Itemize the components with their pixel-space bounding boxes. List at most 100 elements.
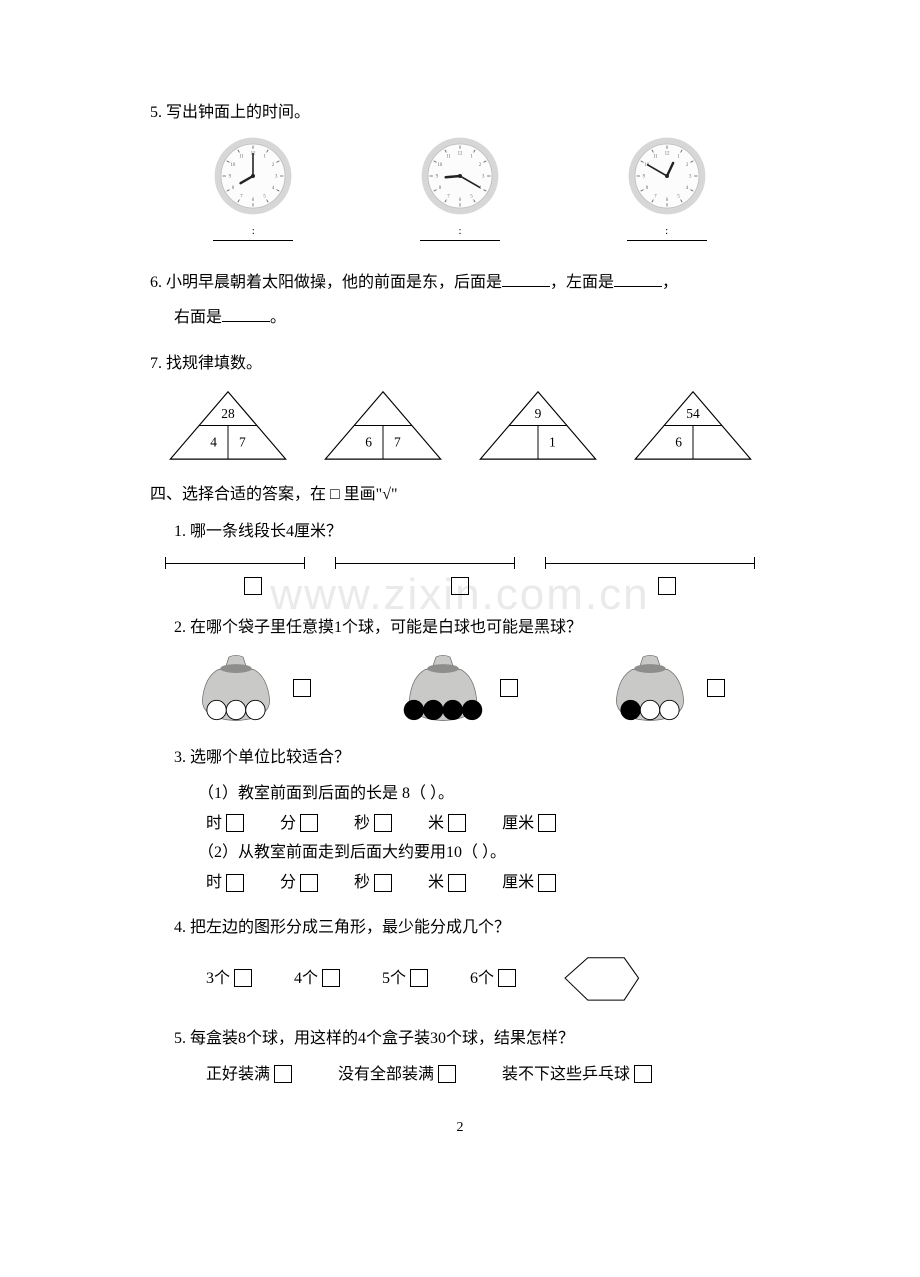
clock-2: 121234567891011 — [420, 136, 500, 216]
q7-label: 7. 找规律填数。 — [150, 351, 770, 377]
line-seg-2 — [335, 555, 515, 571]
s4q4-check-2[interactable] — [322, 969, 340, 987]
svg-text:11: 11 — [653, 154, 658, 159]
s4q4-check-1[interactable] — [234, 969, 252, 987]
s4q4-row: 3个 4个 5个 6个 — [206, 951, 770, 1006]
triangle-2: 67 — [318, 387, 448, 462]
svg-text:10: 10 — [437, 163, 442, 168]
svg-text:54: 54 — [686, 405, 700, 420]
svg-text:11: 11 — [446, 154, 451, 159]
s4q3-sub1-options: 时 分 秒 米 厘米 — [206, 811, 770, 837]
q6-line2-prefix: 右面是 — [174, 309, 222, 326]
s4q5-check-3[interactable] — [634, 1065, 652, 1083]
s4q3b-check-2[interactable] — [300, 874, 318, 892]
q6-line1: 6. 小明早晨朝着太阳做操，他的前面是东，后面是，左面是， — [150, 270, 770, 296]
q6-tail: 。 — [270, 309, 286, 326]
bag-3 — [605, 650, 695, 725]
clock-2-answer — [420, 240, 500, 241]
question-7: 7. 找规律填数。 2847 67 91 54 6 — [150, 351, 770, 462]
q6-blank-3 — [222, 306, 270, 322]
svg-text:1: 1 — [549, 434, 556, 449]
s4q3a-check-3[interactable] — [374, 814, 392, 832]
opt-label: 米 — [428, 811, 444, 837]
clock-item-3: 121234567891011 — [627, 136, 707, 250]
s4q2-label: 2. 在哪个袋子里任意摸1个球，可能是白球也可能是黑球？ — [150, 615, 770, 641]
opt-label: 时 — [206, 811, 222, 837]
opt-label: 6个 — [470, 966, 494, 992]
s4q1-label: 1. 哪一条线段长4厘米？ — [150, 519, 770, 545]
line-seg-1 — [165, 555, 305, 571]
svg-text:12: 12 — [458, 151, 463, 156]
opt-label: 厘米 — [502, 811, 534, 837]
bag-item-2 — [398, 650, 522, 725]
bag-2 — [398, 650, 488, 725]
line-seg-3 — [545, 555, 755, 571]
opt-label: 秒 — [354, 870, 370, 896]
opt-label: 正好装满 — [206, 1062, 270, 1088]
opt-label: 米 — [428, 870, 444, 896]
s4q2-check-3[interactable] — [707, 679, 725, 697]
s4q4-check-4[interactable] — [498, 969, 516, 987]
opt-label: 4个 — [294, 966, 318, 992]
s4q5-row: 正好装满 没有全部装满 装不下这些乒乓球 — [206, 1062, 770, 1088]
q6-blank-2 — [614, 271, 662, 287]
s4q3a-check-5[interactable] — [538, 814, 556, 832]
s4q3-label: 3. 选哪个单位比较适合？ — [150, 745, 770, 771]
s4q5-check-1[interactable] — [274, 1065, 292, 1083]
clock-1: 121234567891011 — [213, 136, 293, 216]
s4q3b-check-3[interactable] — [374, 874, 392, 892]
clock-3-answer — [627, 240, 707, 241]
s4q3a-check-1[interactable] — [226, 814, 244, 832]
q6-mid2: ， — [662, 274, 678, 291]
s4-question-4: 4. 把左边的图形分成三角形，最少能分成几个？ 3个 4个 5个 6个 — [150, 915, 770, 1006]
svg-text:11: 11 — [239, 154, 244, 159]
s4q3b-check-1[interactable] — [226, 874, 244, 892]
triangle-1: 2847 — [163, 387, 293, 462]
s4q2-check-1[interactable] — [293, 679, 311, 697]
s4q5-check-2[interactable] — [438, 1065, 456, 1083]
s4q1-check-3[interactable] — [658, 577, 676, 595]
opt-label: 分 — [280, 870, 296, 896]
s4q1-check-1[interactable] — [244, 577, 262, 595]
svg-text:12: 12 — [664, 151, 669, 156]
s4q4-check-3[interactable] — [410, 969, 428, 987]
clock-row: 121234567891011 121234567891011 12123456… — [150, 136, 770, 250]
page-number: 2 — [150, 1117, 770, 1139]
clock-1-answer — [213, 240, 293, 241]
opt-label: 5个 — [382, 966, 406, 992]
s4q3-sub2-options: 时 分 秒 米 厘米 — [206, 870, 770, 896]
bag-item-3 — [605, 650, 729, 725]
opt-label: 时 — [206, 870, 222, 896]
clock-item-2: 121234567891011 — [420, 136, 500, 250]
s4-question-5: 5. 每盒装8个球，用这样的4个盒子装30个球，结果怎样？ 正好装满 没有全部装… — [150, 1026, 770, 1087]
s4q2-check-2[interactable] — [500, 679, 518, 697]
q6-line2: 右面是 。 — [150, 305, 770, 331]
s4q3a-check-4[interactable] — [448, 814, 466, 832]
q6-prefix: 6. 小明早晨朝着太阳做操，他的前面是东，后面是 — [150, 274, 502, 291]
svg-text:9: 9 — [534, 405, 541, 420]
opt-label: 装不下这些乒乓球 — [502, 1062, 630, 1088]
question-6: 6. 小明早晨朝着太阳做操，他的前面是东，后面是，左面是， 右面是。 — [150, 270, 770, 331]
bag-1 — [191, 650, 281, 725]
q5-label: 5. 写出钟面上的时间。 — [150, 100, 770, 126]
s4q3a-check-2[interactable] — [300, 814, 318, 832]
svg-text:7: 7 — [394, 434, 401, 449]
s4q1-boxes — [150, 577, 770, 595]
svg-text:6: 6 — [365, 434, 372, 449]
opt-label: 秒 — [354, 811, 370, 837]
s4q3-sub1: （1）教室前面到后面的长是 8（ ）。 — [150, 781, 770, 807]
line-seg-row — [150, 555, 770, 571]
svg-text:10: 10 — [231, 163, 236, 168]
opt-label: 3个 — [206, 966, 230, 992]
s4-question-3: 3. 选哪个单位比较适合？ （1）教室前面到后面的长是 8（ ）。 时 分 秒 … — [150, 745, 770, 895]
q6-blank-1 — [502, 271, 550, 287]
s4q4-label: 4. 把左边的图形分成三角形，最少能分成几个？ — [150, 915, 770, 941]
s4q3b-check-5[interactable] — [538, 874, 556, 892]
s4q1-check-2[interactable] — [451, 577, 469, 595]
bag-item-1 — [191, 650, 315, 725]
s4q3b-check-4[interactable] — [448, 874, 466, 892]
svg-text:7: 7 — [239, 434, 246, 449]
clock-3: 121234567891011 — [627, 136, 707, 216]
opt-label: 没有全部装满 — [338, 1062, 434, 1088]
svg-text:28: 28 — [221, 405, 235, 420]
